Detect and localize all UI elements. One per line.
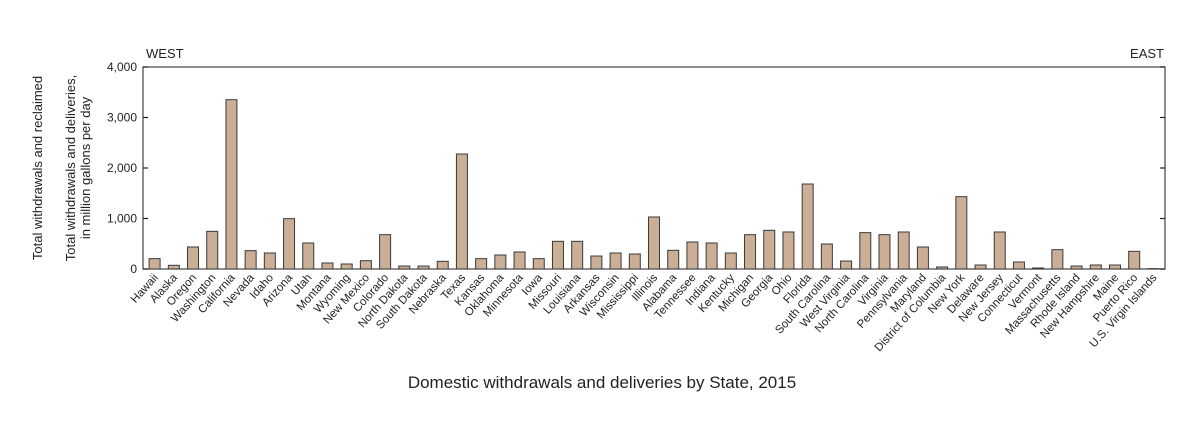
bar-michigan — [745, 235, 756, 269]
bar-minnesota — [514, 252, 525, 269]
east-label: EAST — [1130, 46, 1164, 61]
bar-new-york — [956, 197, 967, 269]
bar-new-hampshire — [1090, 265, 1101, 269]
bar-wyoming — [341, 264, 352, 269]
bar-florida — [802, 184, 813, 269]
bar-arizona — [284, 219, 295, 269]
bar-pennsylvania — [898, 232, 909, 269]
chart-title: Domestic withdrawals and deliveries by S… — [408, 373, 796, 392]
bar-south-carolina — [821, 244, 832, 269]
y-tick-label: 0 — [130, 262, 137, 276]
bar-virginia — [879, 235, 890, 269]
bar-hawaii — [149, 259, 160, 269]
bar-maine — [1109, 265, 1120, 269]
bar-nebraska — [437, 261, 448, 269]
bar-west-virginia — [841, 261, 852, 269]
bar-oregon — [188, 247, 199, 269]
bar-missouri — [552, 241, 563, 269]
bar-puerto-rico — [1129, 251, 1140, 269]
bar-arkansas — [591, 256, 602, 269]
x-axis-labels: HawaiiAlaskaOregonWashingtonCaliforniaNe… — [129, 271, 1160, 354]
bar-indiana — [706, 243, 717, 269]
bar-oklahoma — [495, 255, 506, 269]
y-axis-label-3: in million gallons per day — [78, 96, 93, 239]
bar-south-dakota — [418, 266, 429, 269]
bar-idaho — [264, 253, 275, 269]
bar-texas — [456, 154, 467, 269]
bar-iowa — [533, 259, 544, 269]
y-axis-label-2: Total withdrawals and deliveries, — [63, 75, 78, 261]
y-tick-label: 3,000 — [107, 111, 137, 125]
bar-alaska — [168, 265, 179, 269]
bar-new-jersey — [994, 232, 1005, 269]
west-label: WEST — [146, 46, 184, 61]
bar-maryland — [917, 247, 928, 269]
bar-montana — [322, 263, 333, 269]
bar-connecticut — [1013, 262, 1024, 269]
bar-kentucky — [725, 253, 736, 269]
bar-massachusetts — [1052, 250, 1063, 269]
bar-delaware — [975, 265, 986, 269]
bar-district-of-columbia — [937, 267, 948, 269]
bar-tennessee — [687, 242, 698, 269]
y-axis: 0 1,000 2,000 3,000 4,000 — [107, 60, 1165, 276]
y-axis-label-1: Total withdrawals and reclaimed — [30, 76, 45, 260]
y-tick-label: 1,000 — [107, 212, 137, 226]
bar-ohio — [783, 232, 794, 269]
bar-nevada — [245, 251, 256, 269]
bar-illinois — [649, 217, 660, 269]
bar-wisconsin — [610, 253, 621, 269]
bar-georgia — [764, 230, 775, 269]
bar-north-dakota — [399, 266, 410, 269]
bar-california — [226, 100, 237, 269]
bars — [149, 100, 1159, 269]
bar-colorado — [380, 235, 391, 269]
bar-alabama — [668, 250, 679, 269]
bar-utah — [303, 243, 314, 269]
bar-louisiana — [572, 241, 583, 269]
bar-north-carolina — [860, 233, 871, 269]
bar-mississippi — [629, 254, 640, 269]
bar-vermont — [1033, 268, 1044, 269]
y-tick-label: 4,000 — [107, 60, 137, 74]
bar-new-mexico — [360, 261, 371, 269]
y-tick-label: 2,000 — [107, 161, 137, 175]
bar-washington — [207, 231, 218, 269]
bar-rhode-island — [1071, 266, 1082, 269]
bar-kansas — [476, 259, 487, 269]
